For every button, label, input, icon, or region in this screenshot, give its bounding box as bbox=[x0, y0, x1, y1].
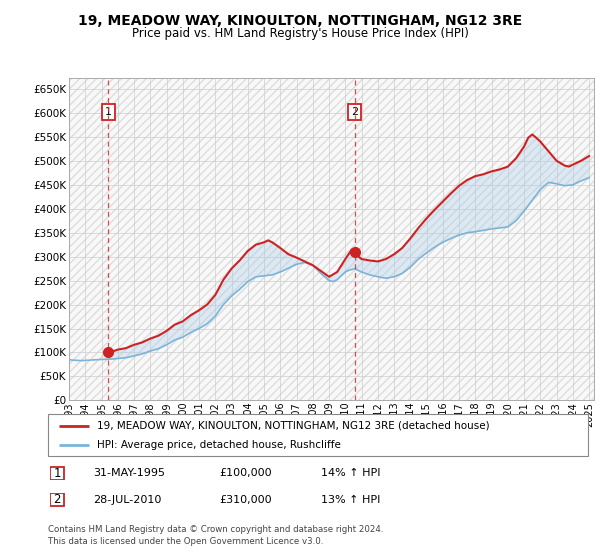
Text: Contains HM Land Registry data © Crown copyright and database right 2024.
This d: Contains HM Land Registry data © Crown c… bbox=[48, 525, 383, 546]
Text: HPI: Average price, detached house, Rushcliffe: HPI: Average price, detached house, Rush… bbox=[97, 440, 340, 450]
Text: £310,000: £310,000 bbox=[219, 494, 272, 505]
Text: 19, MEADOW WAY, KINOULTON, NOTTINGHAM, NG12 3RE: 19, MEADOW WAY, KINOULTON, NOTTINGHAM, N… bbox=[78, 14, 522, 28]
Text: Price paid vs. HM Land Registry's House Price Index (HPI): Price paid vs. HM Land Registry's House … bbox=[131, 27, 469, 40]
Text: 14% ↑ HPI: 14% ↑ HPI bbox=[321, 468, 380, 478]
Text: 13% ↑ HPI: 13% ↑ HPI bbox=[321, 494, 380, 505]
Text: 1: 1 bbox=[105, 107, 112, 117]
Text: 19, MEADOW WAY, KINOULTON, NOTTINGHAM, NG12 3RE (detached house): 19, MEADOW WAY, KINOULTON, NOTTINGHAM, N… bbox=[97, 421, 489, 431]
Text: 2: 2 bbox=[53, 493, 61, 506]
Text: 2: 2 bbox=[351, 107, 358, 117]
Text: 1: 1 bbox=[53, 466, 61, 480]
Text: 31-MAY-1995: 31-MAY-1995 bbox=[93, 468, 165, 478]
Text: 28-JUL-2010: 28-JUL-2010 bbox=[93, 494, 161, 505]
Text: £100,000: £100,000 bbox=[219, 468, 272, 478]
